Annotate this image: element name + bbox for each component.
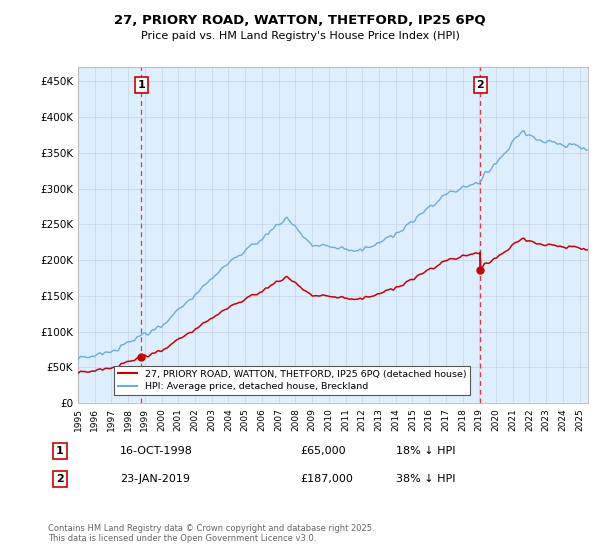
Text: Contains HM Land Registry data © Crown copyright and database right 2025.
This d: Contains HM Land Registry data © Crown c… bbox=[48, 524, 374, 543]
Text: 1: 1 bbox=[137, 80, 145, 90]
Text: £187,000: £187,000 bbox=[300, 474, 353, 484]
Text: 18% ↓ HPI: 18% ↓ HPI bbox=[396, 446, 455, 456]
Legend: 27, PRIORY ROAD, WATTON, THETFORD, IP25 6PQ (detached house), HPI: Average price: 27, PRIORY ROAD, WATTON, THETFORD, IP25 … bbox=[115, 366, 470, 395]
Text: 2: 2 bbox=[476, 80, 484, 90]
Text: Price paid vs. HM Land Registry's House Price Index (HPI): Price paid vs. HM Land Registry's House … bbox=[140, 31, 460, 41]
Text: £65,000: £65,000 bbox=[300, 446, 346, 456]
Text: 27, PRIORY ROAD, WATTON, THETFORD, IP25 6PQ: 27, PRIORY ROAD, WATTON, THETFORD, IP25 … bbox=[114, 14, 486, 27]
Text: 16-OCT-1998: 16-OCT-1998 bbox=[120, 446, 193, 456]
Text: 38% ↓ HPI: 38% ↓ HPI bbox=[396, 474, 455, 484]
Text: 2: 2 bbox=[56, 474, 64, 484]
Text: 23-JAN-2019: 23-JAN-2019 bbox=[120, 474, 190, 484]
Text: 1: 1 bbox=[56, 446, 64, 456]
